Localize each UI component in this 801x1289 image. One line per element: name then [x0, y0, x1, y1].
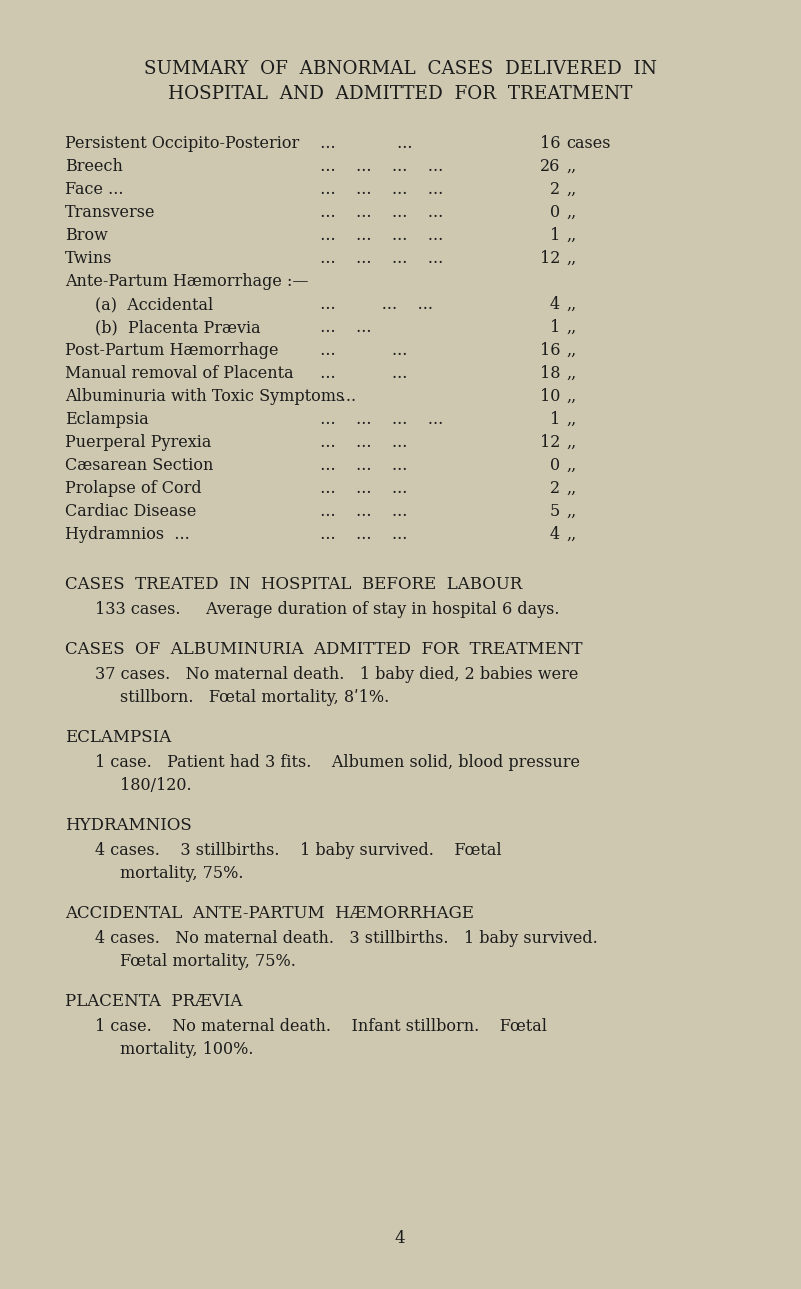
Text: ,,: ,, — [566, 296, 576, 313]
Text: PLACENTA  PRÆVIA: PLACENTA PRÆVIA — [65, 993, 243, 1011]
Text: Fœtal mortality, 75%.: Fœtal mortality, 75%. — [120, 953, 296, 971]
Text: ,,: ,, — [566, 388, 576, 405]
Text: HOSPITAL  AND  ADMITTED  FOR  TREATMENT: HOSPITAL AND ADMITTED FOR TREATMENT — [168, 85, 632, 103]
Text: ,,: ,, — [566, 204, 576, 220]
Text: ...    ...    ...    ...: ... ... ... ... — [310, 227, 443, 244]
Text: Persistent Occipito-Posterior: Persistent Occipito-Posterior — [65, 135, 300, 152]
Text: Hydramnios  ...: Hydramnios ... — [65, 526, 190, 543]
Text: ...            ...: ... ... — [310, 135, 413, 152]
Text: Face ...: Face ... — [65, 180, 123, 199]
Text: Post-Partum Hæmorrhage: Post-Partum Hæmorrhage — [65, 342, 279, 360]
Text: 2: 2 — [549, 480, 560, 498]
Text: ...    ...    ...: ... ... ... — [310, 458, 408, 474]
Text: ...    ...    ...: ... ... ... — [310, 480, 408, 498]
Text: 1: 1 — [549, 411, 560, 428]
Text: 133 cases.     Average duration of stay in hospital 6 days.: 133 cases. Average duration of stay in h… — [95, 601, 560, 617]
Text: mortality, 100%.: mortality, 100%. — [120, 1042, 253, 1058]
Text: ACCIDENTAL  ANTE-PARTUM  HÆMORRHAGE: ACCIDENTAL ANTE-PARTUM HÆMORRHAGE — [65, 905, 474, 922]
Text: ...    ...: ... ... — [310, 318, 372, 336]
Text: ECLAMPSIA: ECLAMPSIA — [65, 730, 171, 746]
Text: ,,: ,, — [566, 159, 576, 175]
Text: 12: 12 — [540, 250, 560, 267]
Text: stillborn.   Fœtal mortality, 8ʹ1%.: stillborn. Fœtal mortality, 8ʹ1%. — [120, 690, 389, 706]
Text: 1: 1 — [549, 227, 560, 244]
Text: Twins: Twins — [65, 250, 112, 267]
Text: 4 cases.    3 stillbirths.    1 baby survived.    Fœtal: 4 cases. 3 stillbirths. 1 baby survived.… — [95, 842, 501, 858]
Text: ...    ...    ...: ... ... ... — [310, 503, 408, 519]
Text: (a)  Accidental: (a) Accidental — [95, 296, 213, 313]
Text: CASES  OF  ALBUMINURIA  ADMITTED  FOR  TREATMENT: CASES OF ALBUMINURIA ADMITTED FOR TREATM… — [65, 641, 582, 657]
Text: ...    ...    ...: ... ... ... — [310, 434, 408, 451]
Text: 12: 12 — [540, 434, 560, 451]
Text: ,,: ,, — [566, 365, 576, 382]
Text: ...    ...    ...    ...: ... ... ... ... — [310, 204, 443, 220]
Text: 2: 2 — [549, 180, 560, 199]
Text: 4: 4 — [549, 296, 560, 313]
Text: Breech: Breech — [65, 159, 123, 175]
Text: 10: 10 — [540, 388, 560, 405]
Text: ...           ...: ... ... — [310, 365, 408, 382]
Text: ,,: ,, — [566, 342, 576, 360]
Text: 16: 16 — [540, 135, 560, 152]
Text: 1: 1 — [549, 318, 560, 336]
Text: Manual removal of Placenta: Manual removal of Placenta — [65, 365, 294, 382]
Text: ,,: ,, — [566, 227, 576, 244]
Text: HYDRAMNIOS: HYDRAMNIOS — [65, 817, 191, 834]
Text: ,,: ,, — [566, 250, 576, 267]
Text: Eclampsia: Eclampsia — [65, 411, 149, 428]
Text: 1 case.   Patient had 3 fits.    Albumen solid, blood pressure: 1 case. Patient had 3 fits. Albumen soli… — [95, 754, 580, 771]
Text: ...    ...    ...    ...: ... ... ... ... — [310, 250, 443, 267]
Text: 0: 0 — [549, 204, 560, 220]
Text: ...    ...    ...    ...: ... ... ... ... — [310, 180, 443, 199]
Text: Cæsarean Section: Cæsarean Section — [65, 458, 213, 474]
Text: 5: 5 — [549, 503, 560, 519]
Text: ...         ...    ...: ... ... ... — [310, 296, 433, 313]
Text: 1 case.    No maternal death.    Infant stillborn.    Fœtal: 1 case. No maternal death. Infant stillb… — [95, 1018, 547, 1035]
Text: ,,: ,, — [566, 458, 576, 474]
Text: ,,: ,, — [566, 411, 576, 428]
Text: ,,: ,, — [566, 503, 576, 519]
Text: ...    ...    ...    ...: ... ... ... ... — [310, 159, 443, 175]
Text: ,,: ,, — [566, 480, 576, 498]
Text: Prolapse of Cord: Prolapse of Cord — [65, 480, 202, 498]
Text: Transverse: Transverse — [65, 204, 155, 220]
Text: 4 cases.   No maternal death.   3 stillbirths.   1 baby survived.: 4 cases. No maternal death. 3 stillbirth… — [95, 929, 598, 947]
Text: 4: 4 — [395, 1230, 405, 1246]
Text: 26: 26 — [540, 159, 560, 175]
Text: 4: 4 — [549, 526, 560, 543]
Text: ...    ...    ...    ...: ... ... ... ... — [310, 411, 443, 428]
Text: ...: ... — [310, 388, 356, 405]
Text: Brow: Brow — [65, 227, 108, 244]
Text: ...    ...    ...: ... ... ... — [310, 526, 408, 543]
Text: ...           ...: ... ... — [310, 342, 408, 360]
Text: 16: 16 — [540, 342, 560, 360]
Text: ,,: ,, — [566, 180, 576, 199]
Text: SUMMARY  OF  ABNORMAL  CASES  DELIVERED  IN: SUMMARY OF ABNORMAL CASES DELIVERED IN — [143, 61, 657, 79]
Text: ,,: ,, — [566, 434, 576, 451]
Text: Puerperal Pyrexia: Puerperal Pyrexia — [65, 434, 211, 451]
Text: ,,: ,, — [566, 526, 576, 543]
Text: cases: cases — [566, 135, 610, 152]
Text: 0: 0 — [549, 458, 560, 474]
Text: Ante-Partum Hæmorrhage :—: Ante-Partum Hæmorrhage :— — [65, 273, 308, 290]
Text: 37 cases.   No maternal death.   1 baby died, 2 babies were: 37 cases. No maternal death. 1 baby died… — [95, 666, 578, 683]
Text: ,,: ,, — [566, 318, 576, 336]
Text: CASES  TREATED  IN  HOSPITAL  BEFORE  LABOUR: CASES TREATED IN HOSPITAL BEFORE LABOUR — [65, 576, 522, 593]
Text: (b)  Placenta Prævia: (b) Placenta Prævia — [95, 318, 260, 336]
Text: Cardiac Disease: Cardiac Disease — [65, 503, 196, 519]
Text: mortality, 75%.: mortality, 75%. — [120, 865, 244, 882]
Text: 180/120.: 180/120. — [120, 777, 191, 794]
Text: Albuminuria with Toxic Symptoms: Albuminuria with Toxic Symptoms — [65, 388, 344, 405]
Text: 18: 18 — [540, 365, 560, 382]
